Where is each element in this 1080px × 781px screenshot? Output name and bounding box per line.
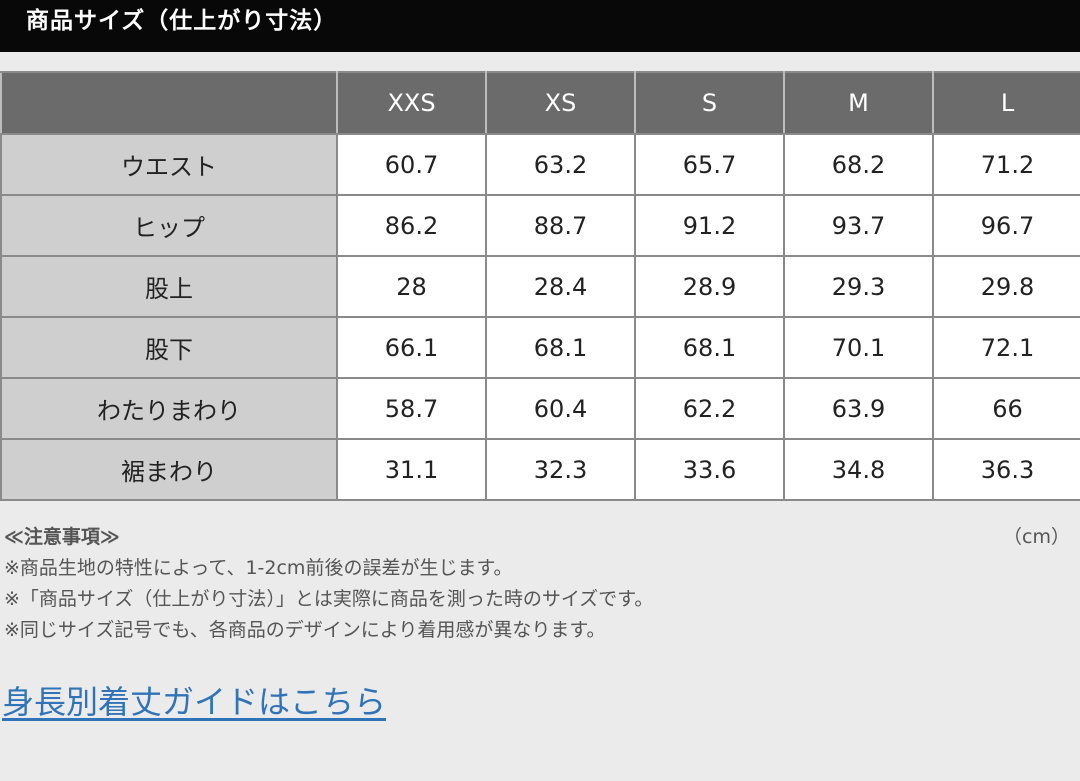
note-line: ※商品生地の特性によって、1-2cm前後の誤差が生じます。 xyxy=(4,557,513,579)
table-cell: 60.4 xyxy=(485,377,636,440)
table-cell: 65.7 xyxy=(634,133,785,196)
table-cell: 96.7 xyxy=(932,194,1080,257)
notes-section: ≪注意事項≫ ※商品生地の特性によって、1-2cm前後の誤差が生じます。 ※「商… xyxy=(4,522,1076,646)
row-label: ウエスト xyxy=(0,133,338,196)
table-cell: 66 xyxy=(932,377,1080,440)
table-row: ヒップ 86.2 88.7 91.2 93.7 96.7 xyxy=(0,194,1080,257)
row-label: 股下 xyxy=(0,316,338,379)
height-length-guide-link[interactable]: 身長別着丈ガイドはこちら xyxy=(2,683,387,721)
size-header-xxs: XXS xyxy=(336,71,487,135)
table-cell: 28.9 xyxy=(634,255,785,318)
notes-title: ≪注意事項≫ xyxy=(4,526,120,548)
table-cell: 91.2 xyxy=(634,194,785,257)
row-label: 股上 xyxy=(0,255,338,318)
table-cell: 68.2 xyxy=(783,133,934,196)
table-cell: 31.1 xyxy=(336,438,487,501)
table-row: ウエスト 60.7 63.2 65.7 68.2 71.2 xyxy=(0,133,1080,196)
page-title: 商品サイズ（仕上がり寸法） xyxy=(26,8,338,34)
table-cell: 28 xyxy=(336,255,487,318)
corner-cell xyxy=(0,71,338,135)
table-cell: 93.7 xyxy=(783,194,934,257)
table-row: 股上 28 28.4 28.9 29.3 29.8 xyxy=(0,255,1080,318)
table-cell: 70.1 xyxy=(783,316,934,379)
table-row: わたりまわり 58.7 60.4 62.2 63.9 66 xyxy=(0,377,1080,440)
table-row: 股下 66.1 68.1 68.1 70.1 72.1 xyxy=(0,316,1080,379)
table-cell: 29.8 xyxy=(932,255,1080,318)
table-cell: 32.3 xyxy=(485,438,636,501)
row-label: ヒップ xyxy=(0,194,338,257)
size-header-l: L xyxy=(932,71,1080,135)
table-cell: 88.7 xyxy=(485,194,636,257)
table-cell: 63.9 xyxy=(783,377,934,440)
table-cell: 62.2 xyxy=(634,377,785,440)
size-table: XXS XS S M L ウエスト 60.7 63.2 65.7 68.2 71… xyxy=(0,71,1080,501)
table-cell: 68.1 xyxy=(485,316,636,379)
note-line: ※同じサイズ記号でも、各商品のデザインにより着用感が異なります。 xyxy=(4,619,606,641)
table-cell: 28.4 xyxy=(485,255,636,318)
table-cell: 29.3 xyxy=(783,255,934,318)
unit-label: （cm） xyxy=(1003,526,1070,548)
table-cell: 86.2 xyxy=(336,194,487,257)
table-cell: 60.7 xyxy=(336,133,487,196)
table-row: 裾まわり 31.1 32.3 33.6 34.8 36.3 xyxy=(0,438,1080,501)
header-bar: 商品サイズ（仕上がり寸法） xyxy=(0,0,1080,52)
table-cell: 72.1 xyxy=(932,316,1080,379)
table-cell: 33.6 xyxy=(634,438,785,501)
size-header-m: M xyxy=(783,71,934,135)
size-header-row: XXS XS S M L xyxy=(0,71,1080,135)
table-cell: 63.2 xyxy=(485,133,636,196)
row-label: わたりまわり xyxy=(0,377,338,440)
row-label: 裾まわり xyxy=(0,438,338,501)
table-cell: 66.1 xyxy=(336,316,487,379)
table-cell: 36.3 xyxy=(932,438,1080,501)
size-header-xs: XS xyxy=(485,71,636,135)
note-line: ※「商品サイズ（仕上がり寸法）」とは実際に商品を測った時のサイズです。 xyxy=(4,588,654,610)
table-cell: 34.8 xyxy=(783,438,934,501)
table-cell: 58.7 xyxy=(336,377,487,440)
size-header-s: S xyxy=(634,71,785,135)
table-cell: 68.1 xyxy=(634,316,785,379)
table-cell: 71.2 xyxy=(932,133,1080,196)
